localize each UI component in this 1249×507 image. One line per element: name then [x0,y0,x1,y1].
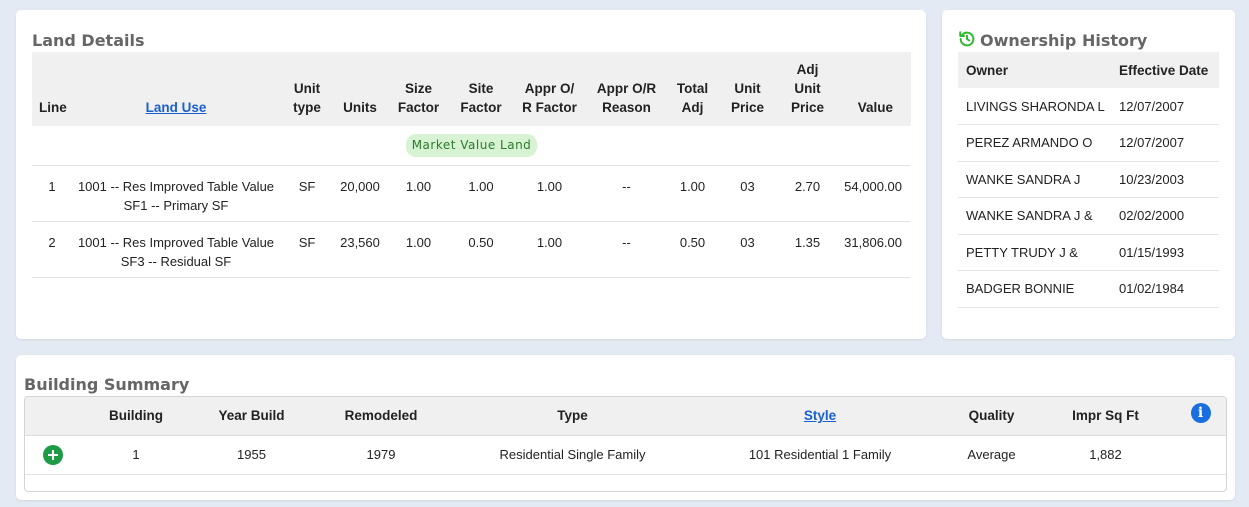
cell-unit-price: 03 [720,165,775,222]
col-effective-date: Effective Date [1119,62,1209,78]
col-info[interactable]: i [1173,397,1226,436]
col-appr-reason: Appr O/R Reason [596,81,657,115]
cell-date: 02/02/2000 [1111,197,1219,235]
table-row: 1 1955 1979 Residential Single Family 10… [25,435,1226,475]
cell-appr-factor: 1.00 [511,221,588,278]
market-value-badge: Market Value Land [405,133,538,157]
cell-land-use: 1001 -- Res Improved Table Value SF1 -- P… [72,165,280,222]
col-appr-factor: Appr O/R Factor [522,81,577,115]
cell-owner: LIVINGS SHARONDA L [958,88,1111,125]
col-unit-type: Unit type [293,81,321,115]
cell-line: 1 [32,165,72,222]
col-units: Units [343,100,377,115]
cell-info-spacer [1173,435,1226,475]
col-impr-sq-ft: Impr Sq Ft [1038,397,1173,436]
cell-total-adj: 0.50 [665,221,720,278]
cell-date: 12/07/2007 [1111,124,1219,162]
col-site-factor: Site Factor [460,81,502,115]
cell-type: Residential Single Family [450,435,695,475]
cell-appr-reason: -- [588,165,665,222]
cell-date: 10/23/2003 [1111,161,1219,198]
col-value: Value [857,100,893,115]
cell-units: 23,560 [334,221,386,278]
cell-owner: WANKE SANDRA J & [958,197,1111,235]
ownership-header-row: Owner Effective Date [958,52,1219,88]
cell-total-adj: 1.00 [665,165,720,222]
cell-owner: PEREZ ARMANDO O [958,124,1111,162]
cell-year-build: 1955 [191,435,312,475]
cell-size-factor: 1.00 [386,165,451,222]
cell-unit-price: 03 [720,221,775,278]
col-type: Type [450,397,695,436]
ownership-title-wrap: Ownership History [958,30,1147,51]
col-year-build: Year Build [191,397,312,436]
col-building: Building [81,397,191,436]
cell-unit-type: SF [280,221,334,278]
table-row: BADGER BONNIE 01/02/1984 [958,270,1219,308]
land-use-link[interactable]: Land Use [145,100,207,115]
cell-expand[interactable] [25,435,81,475]
table-row: WANKE SANDRA J & 02/02/2000 [958,197,1219,235]
cell-line: 2 [32,221,72,278]
cell-units: 20,000 [334,165,386,222]
cell-style: 101 Residential 1 Family [695,435,945,475]
cell-value: 54,000.00 [840,165,911,222]
cell-site-factor: 1.00 [451,165,511,222]
table-row: LIVINGS SHARONDA L 12/07/2007 [958,88,1219,125]
building-table: Building Year Build Remodeled Type Style… [25,397,1226,475]
ownership-title: Ownership History [980,31,1148,50]
col-adj-unit-price: Adj Unit Price [790,62,825,115]
building-summary-title: Building Summary [24,375,190,394]
col-size-factor: Size Factor [397,81,440,115]
cell-site-factor: 0.50 [451,221,511,278]
history-icon [958,30,980,51]
expand-plus-icon[interactable] [43,444,63,465]
cell-land-use: 1001 -- Res Improved Table Value SF3 -- R… [72,221,280,278]
cell-owner: PETTY TRUDY J & [958,234,1111,271]
land-header-row: Line Land Use Unit type Units Size Factor … [32,52,911,126]
col-remodeled: Remodeled [312,397,450,436]
cell-quality: Average [945,435,1038,475]
cell-remodeled: 1979 [312,435,450,475]
cell-owner: BADGER BONNIE [958,270,1111,308]
cell-building: 1 [81,435,191,475]
cell-adj-unit-price: 1.35 [775,221,840,278]
style-link[interactable]: Style [803,408,837,424]
cell-value: 31,806.00 [840,221,911,278]
col-line: Line [39,100,67,115]
cell-size-factor: 1.00 [386,221,451,278]
building-header-row: Building Year Build Remodeled Type Style… [25,397,1226,436]
cell-adj-unit-price: 2.70 [775,165,840,222]
col-unit-price: Unit Price [730,81,765,115]
col-owner: Owner [966,62,1009,78]
ownership-history-card: Ownership History Owner Effective Date L… [942,10,1235,339]
table-row: PEREZ ARMANDO O 12/07/2007 [958,124,1219,162]
cell-date: 01/15/1993 [1111,234,1219,271]
cell-date: 01/02/1984 [1111,270,1219,308]
land-details-table: Line Land Use Unit type Units Size Factor … [32,52,911,278]
cell-appr-factor: 1.00 [511,165,588,222]
cell-impr-sq-ft: 1,882 [1038,435,1173,475]
land-details-card: Land Details Line Land Use Unit type Unit… [16,10,926,339]
cell-unit-type: SF [280,165,334,222]
cell-date: 12/07/2007 [1111,88,1219,125]
building-table-box: Building Year Build Remodeled Type Style… [24,396,1227,492]
cell-appr-reason: -- [588,221,665,278]
land-details-title: Land Details [32,31,145,50]
table-row: WANKE SANDRA J 10/23/2003 [958,161,1219,198]
col-style[interactable]: Style [695,397,945,436]
table-row: PETTY TRUDY J & 01/15/1993 [958,234,1219,271]
market-value-row: Market Value Land [32,126,911,166]
info-icon[interactable]: i [1190,403,1211,423]
col-quality: Quality [945,397,1038,436]
col-total-adj: Total Adj [676,81,709,115]
table-row: 1 1001 -- Res Improved Table Value SF1 --… [32,165,911,222]
cell-owner: WANKE SANDRA J [958,161,1111,198]
table-row: 2 1001 -- Res Improved Table Value SF3 --… [32,221,911,278]
building-summary-card: Building Summary Building Year Build Rem… [16,355,1235,500]
col-land-use[interactable]: Land Use [72,52,280,126]
col-expand [25,397,81,436]
